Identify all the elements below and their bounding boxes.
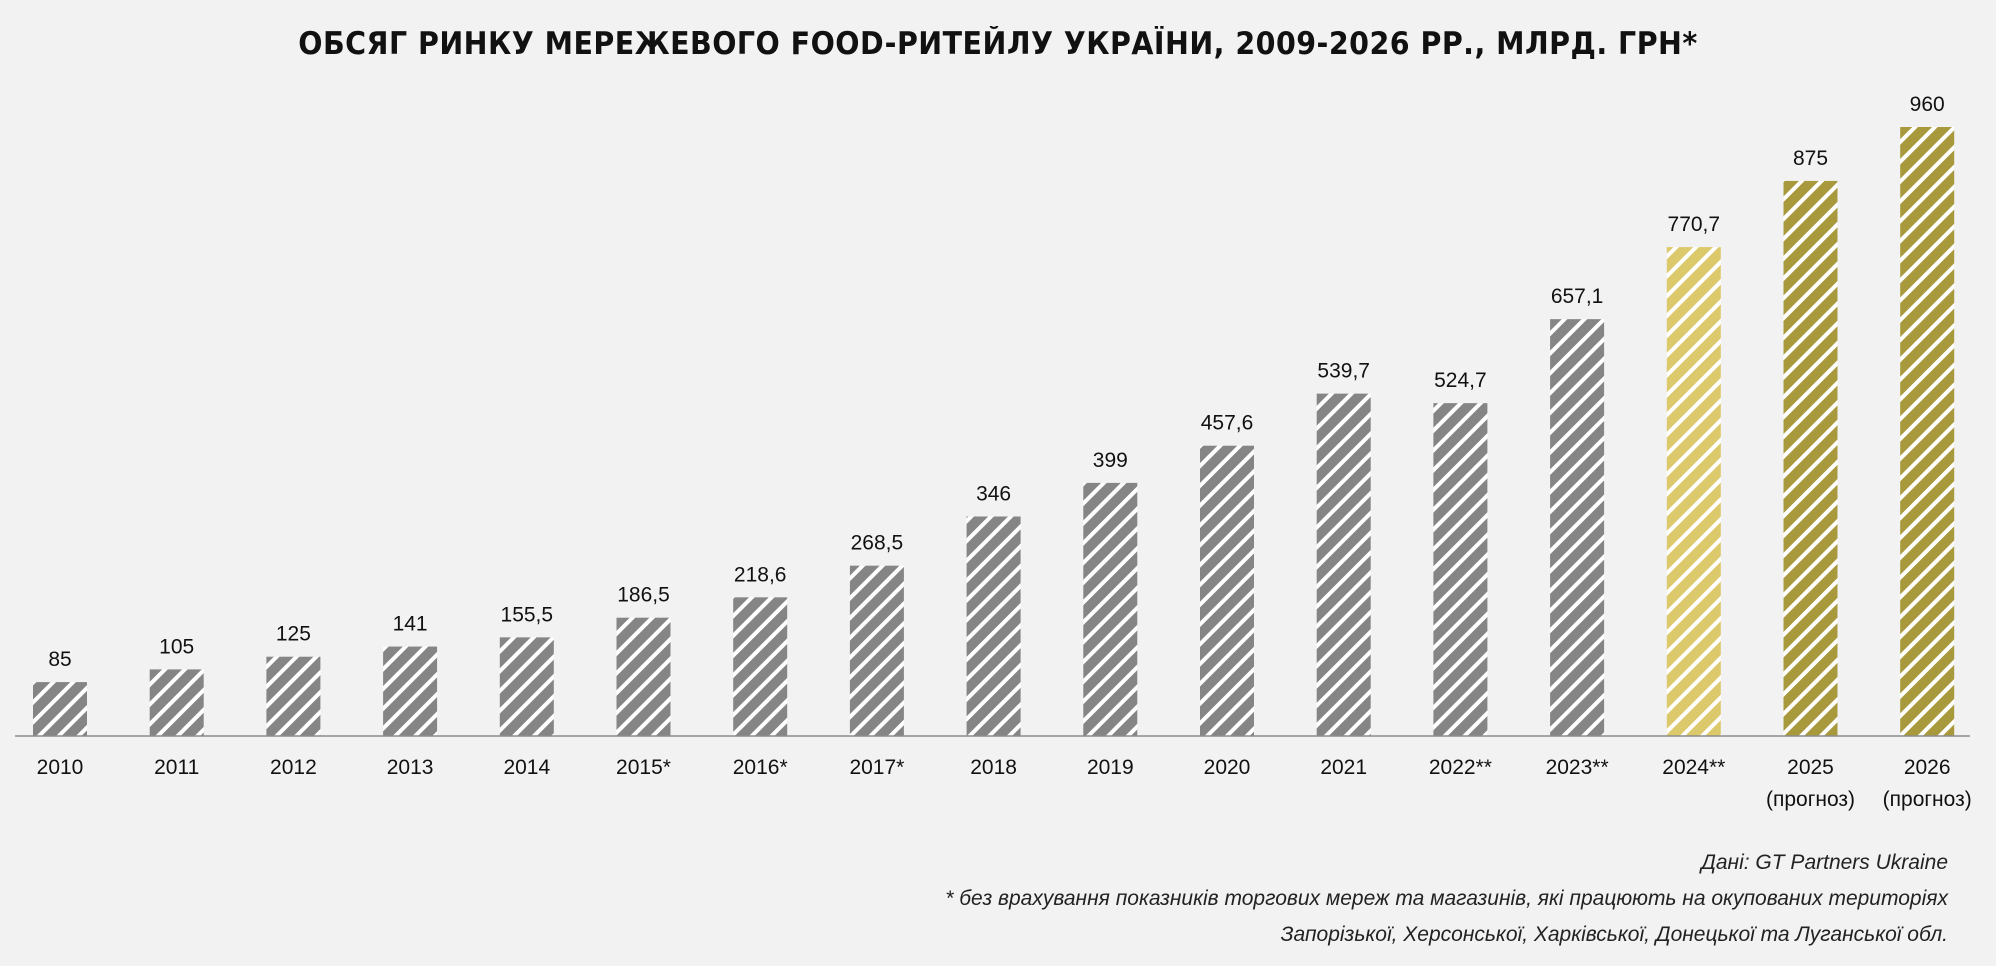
value-label: 657,1: [1551, 285, 1604, 308]
footnote-line-1: * без врахування показників торгових мер…: [945, 887, 1948, 910]
bar-2010: [33, 682, 87, 736]
bar-2017: [849, 565, 904, 736]
value-label: 141: [393, 613, 428, 636]
bars-group: [33, 127, 1955, 736]
x-tick-label: 2016*: [733, 756, 788, 779]
x-tick-label: 2021: [1320, 756, 1367, 779]
value-label: 155,5: [501, 603, 554, 626]
x-tick-label: 2024**: [1662, 756, 1725, 779]
bar-2016: [733, 597, 788, 736]
bar-2018: [966, 516, 1021, 736]
x-tick-label: 2017*: [849, 756, 904, 779]
bar-2015: [616, 617, 671, 736]
x-tick-labels-group: 2010 2011 2012 2013 2014 2015* 2016* 2017* 2018 2…: [37, 756, 1972, 811]
bar-2022: [1433, 403, 1488, 736]
x-tick-label: 2015*: [616, 756, 671, 779]
value-label: 218,6: [734, 563, 787, 586]
x-tick-label: 2010: [37, 756, 84, 779]
value-label: 125: [276, 623, 311, 646]
x-tick-label: 2020: [1204, 756, 1251, 779]
bar-2019: [1083, 482, 1138, 736]
bar-2026: [1900, 127, 1955, 736]
bar-2024: [1666, 247, 1721, 736]
value-label: 457,6: [1201, 412, 1254, 435]
x-tick-label: 2014: [503, 756, 550, 779]
value-label: 960: [1910, 93, 1945, 116]
value-label: 875: [1793, 147, 1828, 170]
bar-2025: [1783, 180, 1838, 736]
value-label: 268,5: [851, 532, 904, 555]
x-tick-label: 2011: [154, 756, 199, 779]
value-label: 85: [48, 648, 71, 671]
bar-2012: [266, 656, 321, 736]
x-tick-label: 2022**: [1429, 756, 1492, 779]
x-tick-sublabel: (прогноз): [1883, 788, 1972, 811]
value-label: 524,7: [1434, 369, 1487, 392]
x-tick-label: 2019: [1087, 756, 1134, 779]
bar-2011: [149, 669, 204, 736]
chart-title: ОБСЯГ РИНКУ МЕРЕЖЕВОГО FOOD-РИТЕЙЛУ УКРА…: [298, 26, 1698, 62]
value-label: 105: [159, 635, 194, 658]
bar-2021: [1316, 393, 1371, 736]
source-note: Дані: GT Partners Ukraine: [1701, 851, 1948, 874]
x-tick-label: 2012: [270, 756, 317, 779]
x-tick-sublabel: (прогноз): [1766, 788, 1855, 811]
footnotes: Дані: GT Partners Ukraine * без врахуван…: [945, 845, 1948, 953]
x-tick-label: 2013: [387, 756, 434, 779]
x-tick-label: 2023**: [1546, 756, 1609, 779]
value-label: 346: [976, 483, 1011, 506]
value-label: 770,7: [1668, 213, 1721, 236]
value-label: 186,5: [617, 584, 670, 607]
bar-2014: [499, 637, 554, 736]
value-labels-group: 85 105 125 141 155,5 186,5 218,6 268,5 346 399 457…: [48, 93, 1944, 671]
x-tick-label: 2025: [1787, 756, 1834, 779]
bar-2020: [1200, 445, 1254, 736]
x-tick-label: 2018: [970, 756, 1017, 779]
bar-2023: [1550, 319, 1605, 736]
value-label: 539,7: [1317, 360, 1370, 383]
value-label: 399: [1093, 449, 1128, 472]
bar-2013: [383, 646, 438, 736]
footnote-line-2: Запорізької, Херсонської, Харківської, Д…: [1280, 923, 1948, 946]
x-tick-label: 2026: [1904, 756, 1951, 779]
